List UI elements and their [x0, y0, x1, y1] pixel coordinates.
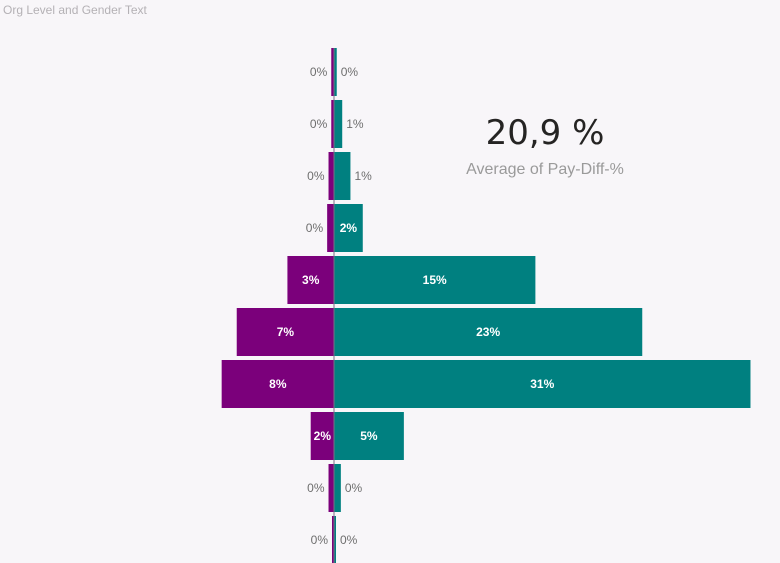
bar-male-6[interactable] — [334, 360, 751, 408]
label-female-9: 0% — [311, 533, 329, 547]
bar-female-8[interactable] — [328, 464, 334, 512]
bar-female-3[interactable] — [327, 204, 334, 252]
label-female-0: 0% — [310, 65, 328, 79]
label-male-9: 0% — [340, 533, 358, 547]
bar-male-4[interactable] — [334, 256, 536, 304]
bar-male-2[interactable] — [334, 152, 351, 200]
label-male-6: 31% — [530, 377, 554, 391]
label-female-8: 0% — [307, 481, 325, 495]
label-male-8: 0% — [345, 481, 363, 495]
bar-female-6[interactable] — [221, 360, 334, 408]
bar-female-2[interactable] — [328, 152, 334, 200]
bar-female-7[interactable] — [310, 412, 334, 460]
bar-male-0[interactable] — [334, 48, 337, 96]
label-female-5: 7% — [277, 325, 295, 339]
label-male-3: 2% — [340, 221, 358, 235]
label-female-4: 3% — [302, 273, 320, 287]
label-male-2: 1% — [354, 169, 372, 183]
bar-female-1[interactable] — [331, 100, 334, 148]
label-male-5: 23% — [476, 325, 500, 339]
bar-male-7[interactable] — [334, 412, 404, 460]
label-female-7: 2% — [314, 429, 332, 443]
label-female-6: 8% — [269, 377, 287, 391]
bar-male-3[interactable] — [334, 204, 363, 252]
label-male-7: 5% — [360, 429, 378, 443]
bar-male-8[interactable] — [334, 464, 341, 512]
label-female-2: 0% — [307, 169, 325, 183]
label-male-0: 0% — [341, 65, 359, 79]
bar-male-9[interactable] — [334, 516, 336, 563]
bar-male-1[interactable] — [334, 100, 343, 148]
label-female-1: 0% — [310, 117, 328, 131]
label-male-1: 1% — [346, 117, 364, 131]
bar-female-5[interactable] — [236, 308, 334, 356]
label-male-4: 15% — [423, 273, 447, 287]
kpi-value: 20,9 % — [485, 113, 605, 153]
chart-title: Org Level and Gender Text — [3, 3, 147, 17]
bar-female-0[interactable] — [331, 48, 334, 96]
label-female-3: 0% — [306, 221, 324, 235]
kpi-label: Average of Pay-Diff-% — [466, 161, 624, 178]
bar-female-9[interactable] — [332, 516, 334, 563]
bar-female-4[interactable] — [287, 256, 334, 304]
bar-male-5[interactable] — [334, 308, 643, 356]
